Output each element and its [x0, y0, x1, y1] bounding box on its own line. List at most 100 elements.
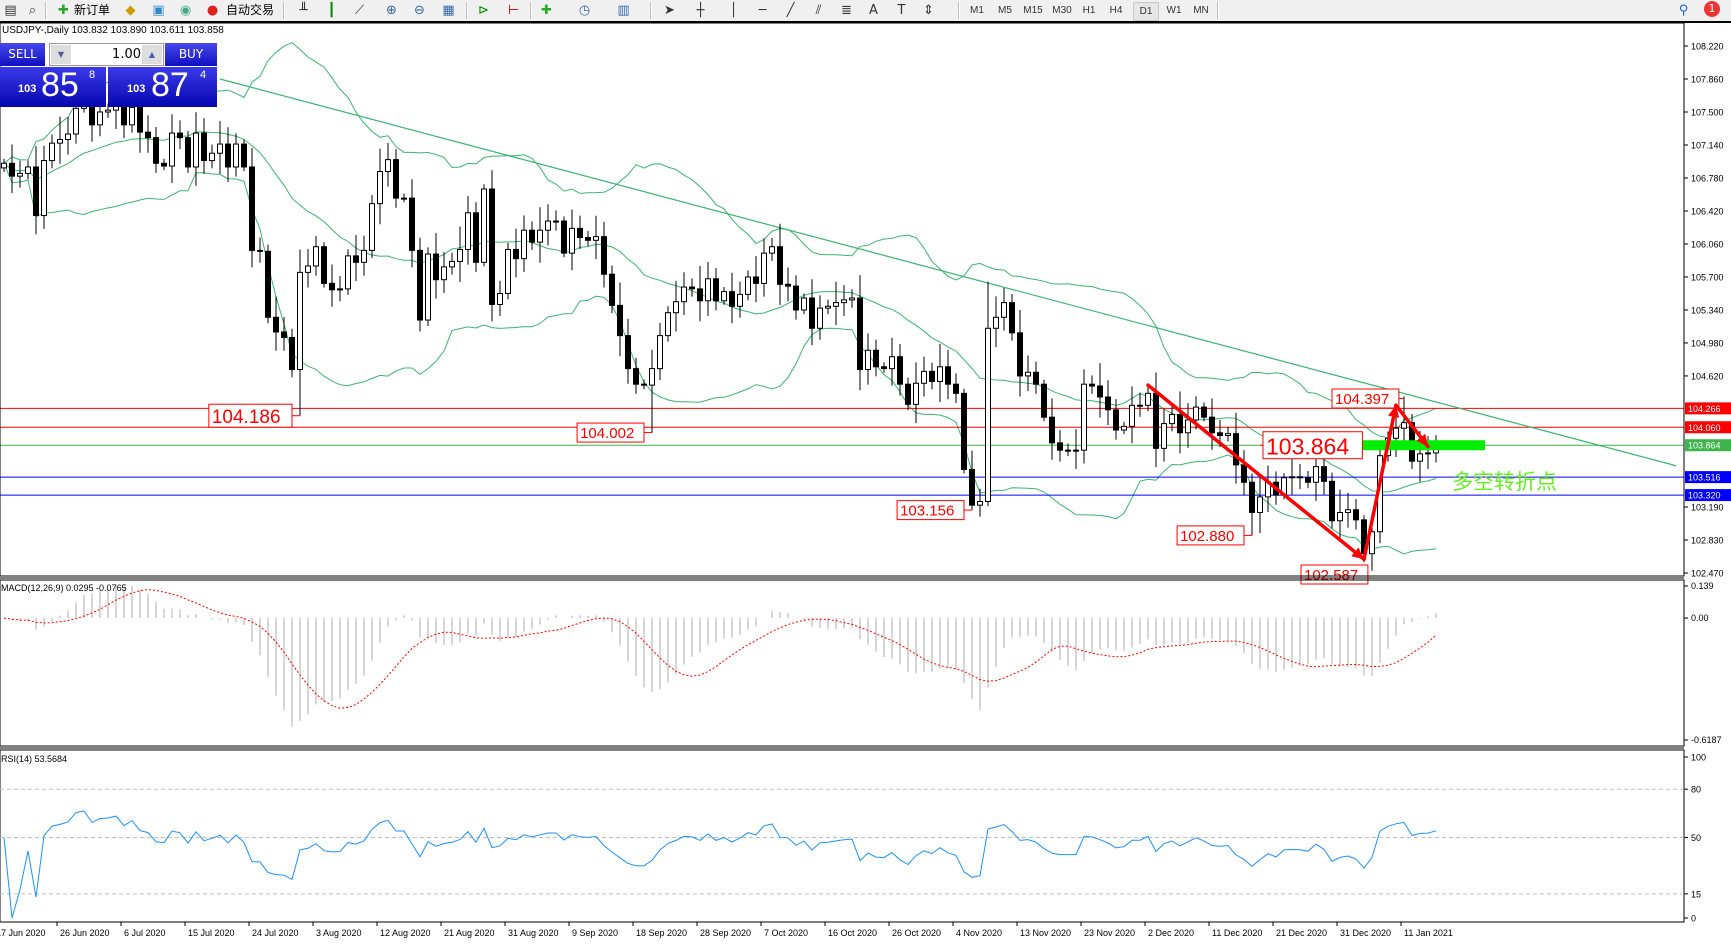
candle: [1121, 421, 1127, 435]
line-chart-icon[interactable]: ⟋: [354, 3, 365, 18]
lots-input[interactable]: 1.00: [112, 47, 141, 62]
price-label-103-156[interactable]: 103.156: [896, 500, 972, 521]
timeframe-h1[interactable]: H1: [1082, 5, 1096, 16]
candle: [985, 281, 991, 507]
zoom-in-icon[interactable]: ⊕: [386, 3, 397, 18]
price-label-104-002[interactable]: 104.002: [576, 422, 652, 443]
auto-trading-icon[interactable]: ●: [206, 3, 219, 18]
bull-candle-body: [1369, 531, 1375, 555]
timeframe-m5[interactable]: M5: [998, 5, 1012, 16]
red-arrow-line[interactable]: [1146, 383, 1366, 561]
descending-trendline[interactable]: [219, 78, 1677, 467]
arrows-icon[interactable]: ⇕: [923, 3, 934, 18]
templates-icon[interactable]: ▥: [617, 3, 630, 18]
indicators-icon[interactable]: ✚: [541, 3, 552, 18]
periods-icon[interactable]: ◷: [578, 3, 591, 18]
bull-candle-body: [49, 142, 55, 162]
candle: [1057, 430, 1063, 462]
lots-up-icon[interactable]: ▲: [142, 45, 162, 64]
price-label-104-397[interactable]: 104.397: [1331, 388, 1404, 409]
notification-icon[interactable]: 1: [1704, 1, 1720, 17]
candle: [593, 215, 599, 260]
candlestick-icon[interactable]: ┃: [327, 3, 336, 18]
price-level-badge: [1685, 439, 1731, 452]
timeframe-h4[interactable]: H4: [1109, 5, 1123, 16]
bear-candle-body: [1209, 416, 1215, 434]
bull-candle-body: [25, 166, 31, 174]
fibonacci-icon[interactable]: ≣: [841, 3, 852, 18]
crosshair-icon[interactable]: ┼: [696, 3, 705, 18]
price-label-text: 103.156: [900, 503, 954, 520]
buy-button[interactable]: BUY: [165, 43, 217, 66]
vertical-line-icon[interactable]: │: [729, 3, 738, 18]
new-order-icon[interactable]: ✚: [58, 3, 69, 18]
candle: [737, 281, 743, 318]
text-label-icon[interactable]: T: [897, 3, 906, 18]
timeframe-mn[interactable]: MN: [1193, 5, 1209, 16]
bull-candle-body: [977, 501, 983, 506]
sell-price[interactable]: 103 85 8: [0, 66, 106, 107]
bear-candle-body: [513, 248, 519, 260]
bear-candle-body: [473, 212, 479, 263]
price-label-103-864[interactable]: 103.864: [1260, 431, 1363, 460]
market-watch-icon[interactable]: ◆: [125, 3, 136, 18]
price-label-102-880[interactable]: 102.880: [1176, 525, 1252, 546]
date-tick-label: 21 Aug 2020: [444, 928, 495, 938]
zoom-out-icon[interactable]: ⊖: [414, 3, 425, 18]
bear-candle-body: [353, 255, 359, 263]
buy-price[interactable]: 103 87 4: [108, 66, 217, 107]
buy-price-prefix: 103: [127, 83, 146, 95]
bear-candle-body: [969, 468, 975, 506]
auto-trading-button[interactable]: 自动交易: [226, 3, 275, 17]
candle: [249, 148, 255, 268]
trendline-icon[interactable]: ╱: [786, 3, 795, 18]
annotations[interactable]: 104.186 104.002 103.156 102.880 102.587 104.3…: [208, 383, 1485, 585]
chart-shift-icon[interactable]: ⊢: [507, 3, 520, 18]
lots-down-icon[interactable]: ▼: [51, 45, 71, 64]
new-order-button[interactable]: 新订单: [74, 3, 111, 17]
timeframe-w1[interactable]: W1: [1166, 5, 1182, 16]
date-tick-label: 24 Jul 2020: [252, 928, 299, 938]
candle: [809, 279, 815, 346]
tile-windows-icon[interactable]: ▦: [442, 3, 455, 18]
timeframe-m15[interactable]: M15: [1023, 5, 1043, 16]
text-icon[interactable]: A: [869, 3, 878, 18]
main-panel-frame: [0, 22, 1685, 577]
bear-candle-body: [881, 366, 887, 370]
bear-candle-body: [857, 297, 863, 371]
sell-button[interactable]: SELL: [0, 43, 45, 66]
data-window-icon[interactable]: ▣: [152, 3, 165, 18]
price-label-104-186[interactable]: 104.186: [208, 403, 300, 428]
channel-icon[interactable]: ⫽: [815, 3, 822, 18]
signals-icon[interactable]: ◉: [179, 3, 192, 18]
date-tick-label: 18 Sep 2020: [636, 928, 687, 938]
new-chart-icon[interactable]: ▤: [4, 3, 17, 18]
candle: [1, 158, 7, 173]
bear-candle-body: [321, 246, 327, 284]
candle: [1209, 398, 1215, 450]
bull-candle-body: [425, 253, 431, 321]
green-zone-bar[interactable]: [1354, 440, 1485, 451]
candle: [641, 379, 647, 390]
red-arrow-line[interactable]: [1362, 403, 1398, 561]
candle: [977, 488, 983, 517]
bull-candle-body: [721, 291, 727, 302]
timeframe-d1[interactable]: D1: [1133, 2, 1159, 21]
bar-chart-icon[interactable]: ╨: [299, 3, 308, 18]
autoscroll-icon[interactable]: ⊳: [478, 3, 489, 18]
cursor-icon[interactable]: ➤: [664, 3, 675, 18]
zoom-lens-icon[interactable]: ⌕: [28, 3, 37, 18]
timeframe-m1[interactable]: M1: [970, 5, 984, 16]
bear-candle-body: [185, 137, 191, 168]
date-tick-label: 2 Dec 2020: [1148, 928, 1194, 938]
lots-stepper[interactable]: ▼ 1.00 ▲: [49, 43, 164, 66]
candle: [273, 296, 279, 351]
trendline[interactable]: [219, 78, 1677, 467]
rsi-tick-label: 0: [1691, 914, 1696, 924]
price-label-102-587[interactable]: 102.587: [1300, 564, 1369, 585]
horizontal-line-icon[interactable]: ─: [758, 3, 767, 18]
timeframe-m30[interactable]: M30: [1052, 5, 1072, 16]
search-icon[interactable]: ⚲: [1678, 3, 1689, 18]
bull-candle-body: [385, 159, 391, 173]
